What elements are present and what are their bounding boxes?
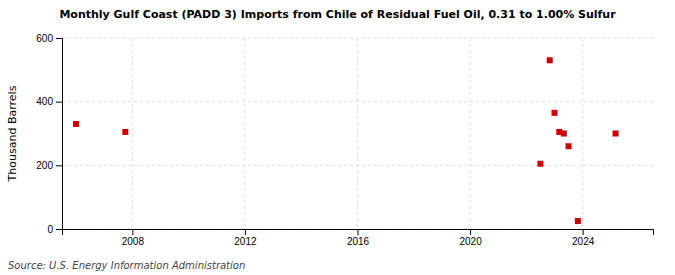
grid-line xyxy=(470,38,471,229)
tick: 0 xyxy=(47,224,62,235)
plot: 2008 2012 2016 2020 2024 0 200 400 600 xyxy=(36,33,653,247)
y-axis: 0 200 400 600 xyxy=(36,33,62,235)
grid xyxy=(62,38,653,229)
grid-line xyxy=(62,165,653,166)
point xyxy=(566,143,572,149)
tick-label: 2008 xyxy=(122,236,145,247)
tick-mark xyxy=(583,229,584,235)
tick: 2012 xyxy=(234,229,257,247)
point xyxy=(561,131,567,137)
point xyxy=(537,161,543,167)
tick-label: 200 xyxy=(36,160,53,171)
point xyxy=(613,131,619,137)
grid-line xyxy=(357,38,358,229)
tick-mark xyxy=(132,229,133,235)
point xyxy=(575,218,581,224)
tick-mark xyxy=(56,38,62,39)
grid-line xyxy=(132,38,133,229)
tick-label: 2024 xyxy=(572,236,595,247)
grid-line xyxy=(62,101,653,102)
annotation: Source: U.S. Energy Information Administ… xyxy=(8,260,245,271)
point xyxy=(73,121,79,127)
y-axis-title: Thousand Barrels xyxy=(6,85,19,182)
tick: 400 xyxy=(36,96,62,107)
grid-line xyxy=(62,38,653,39)
tick-mark xyxy=(56,165,62,166)
tick-label: 2012 xyxy=(234,236,257,247)
tick-label: 2020 xyxy=(459,236,482,247)
title: Monthly Gulf Coast (PADD 3) Imports from… xyxy=(59,8,616,21)
tick-mark xyxy=(470,229,471,235)
tick: 2020 xyxy=(459,229,482,247)
tick-label: 600 xyxy=(36,33,53,44)
point xyxy=(547,57,553,63)
tick-label: 400 xyxy=(36,96,53,107)
axis-line xyxy=(56,39,63,230)
tick-mark xyxy=(358,229,359,235)
tick-mark xyxy=(56,229,62,230)
tick-label: 0 xyxy=(47,224,53,235)
tick-mark xyxy=(245,229,246,235)
grid-line xyxy=(244,38,245,229)
tick: 2016 xyxy=(347,229,370,247)
tick: 2024 xyxy=(572,229,595,247)
point xyxy=(122,129,128,135)
chart: 2008 2012 2016 2020 2024 0 200 400 600 Monthly Gu… xyxy=(0,0,675,275)
axis-line xyxy=(63,230,654,236)
x-axis: 2008 2012 2016 2020 2024 xyxy=(63,229,654,247)
tick: 600 xyxy=(36,33,62,44)
tick-label: 2016 xyxy=(347,236,370,247)
tick: 2008 xyxy=(122,229,145,247)
tick-mark xyxy=(56,102,62,103)
grid-line xyxy=(582,38,583,229)
tick: 200 xyxy=(36,160,62,171)
points xyxy=(73,57,618,224)
point xyxy=(552,110,558,116)
